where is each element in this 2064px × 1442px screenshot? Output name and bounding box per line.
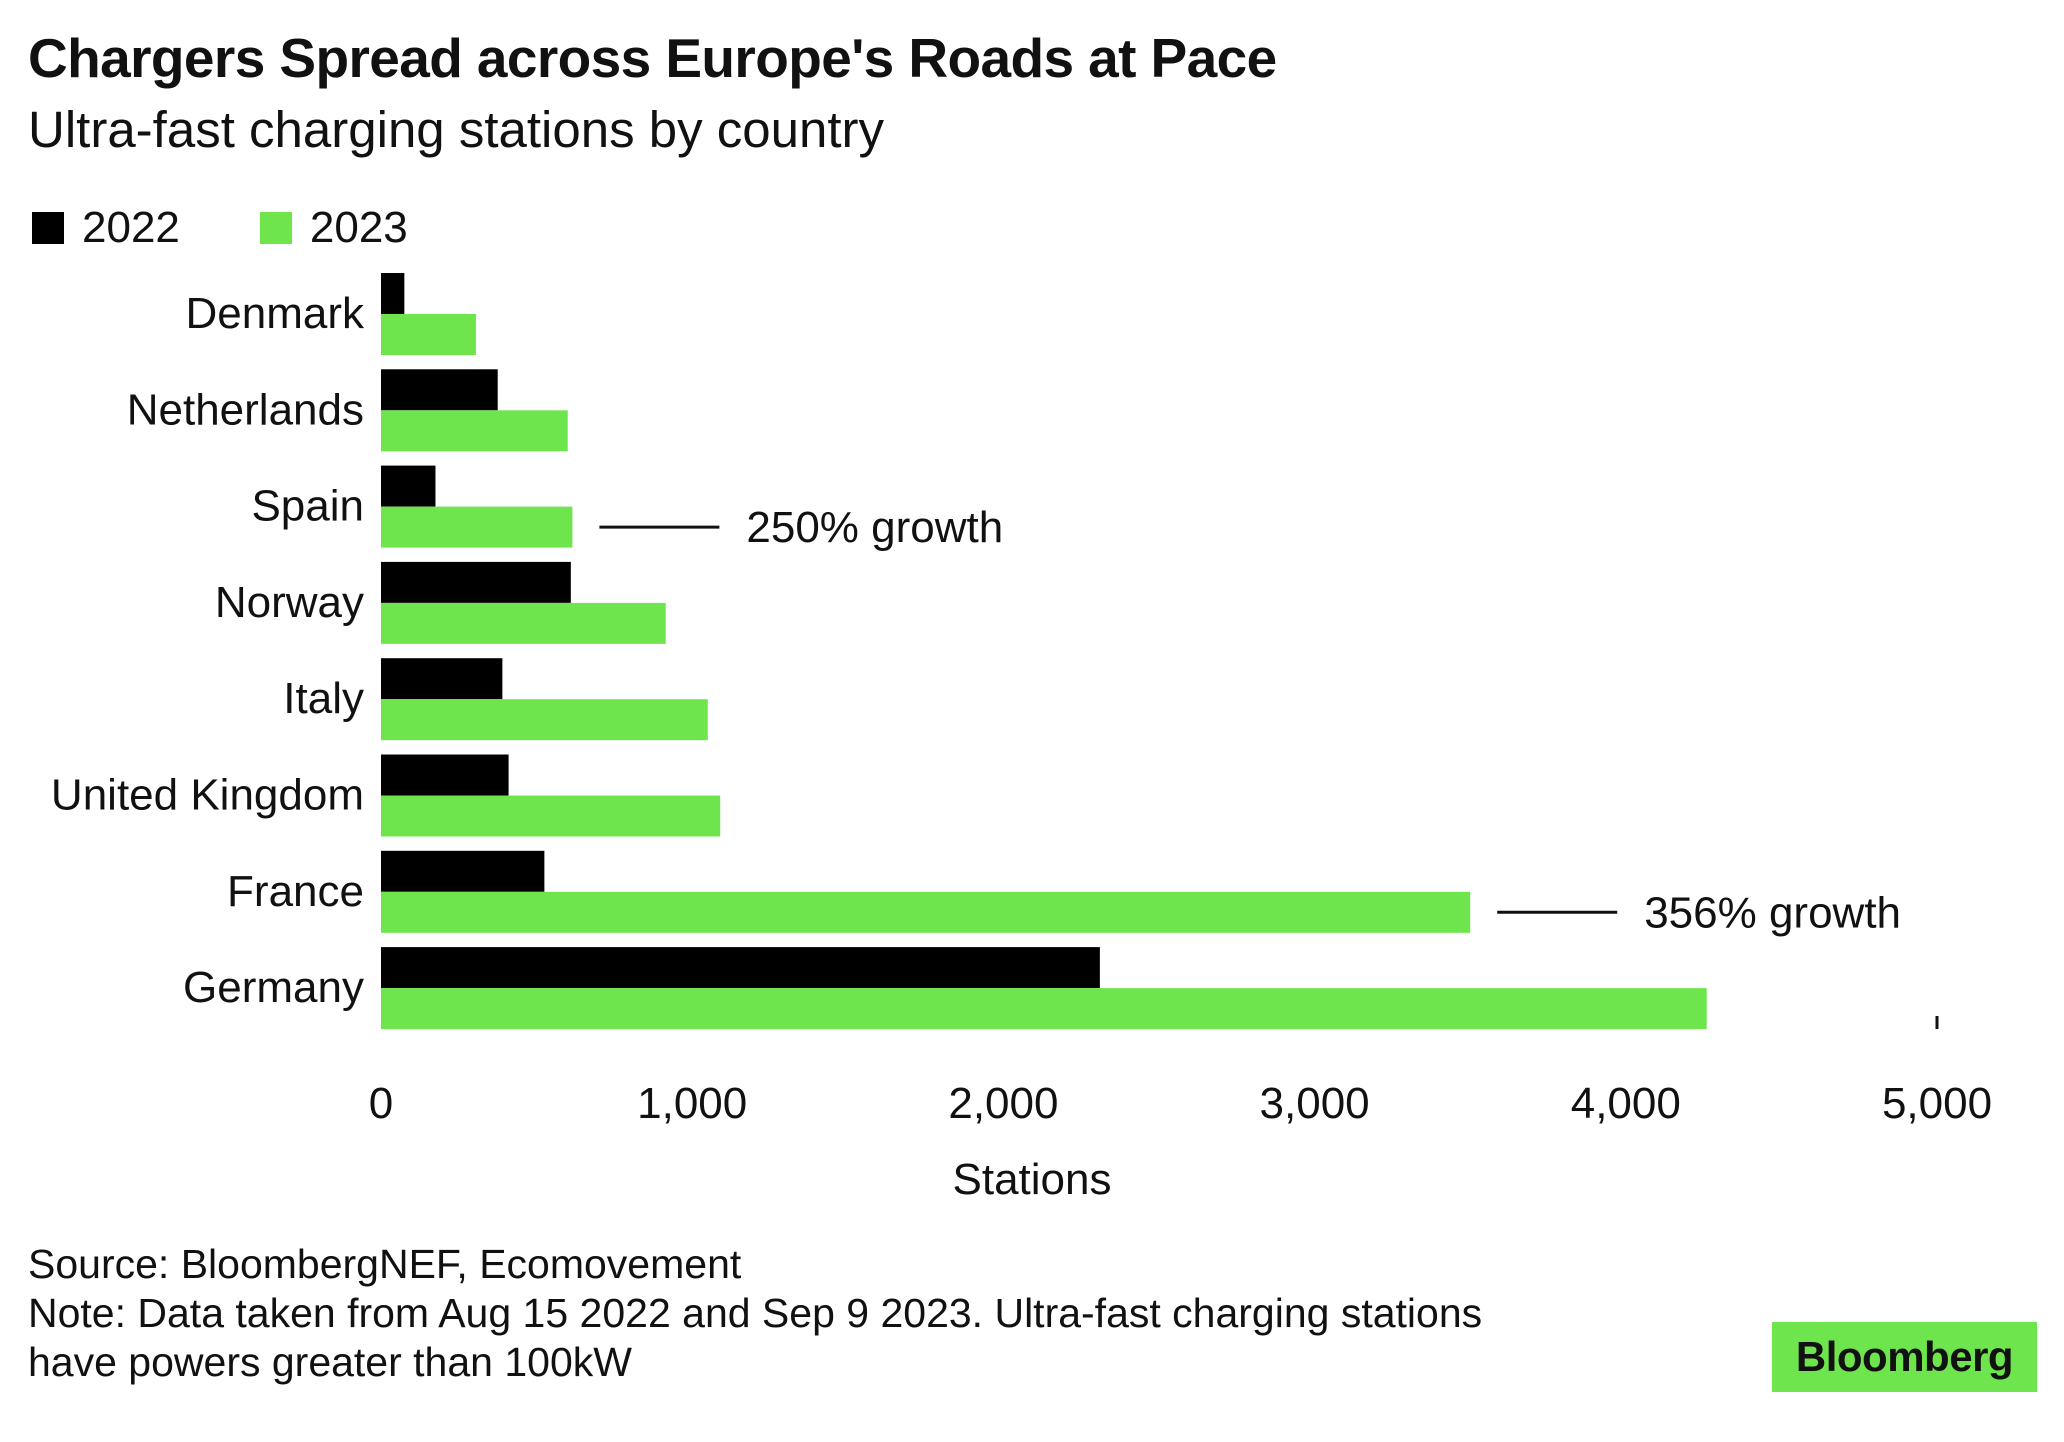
legend-item-2022: 2022 <box>32 203 180 253</box>
x-tick-label: 0 <box>369 1079 393 1128</box>
legend-label-2023: 2023 <box>309 203 408 252</box>
footer: Source: BloombergNEF, Ecomovement Note: … <box>28 1240 1482 1387</box>
bar-spain-2022 <box>381 465 436 507</box>
bar-united-kingdom-2022 <box>381 754 509 796</box>
bar-germany-2023 <box>381 988 1707 1030</box>
legend-swatch-2023 <box>259 212 292 244</box>
bloomberg-logo: Bloomberg <box>1772 1322 2037 1392</box>
note-line-2: have powers greater than 100kW <box>28 1339 632 1385</box>
category-label-denmark: Denmark <box>186 289 365 338</box>
bar-denmark-2022 <box>381 273 405 314</box>
bar-united-kingdom-2023 <box>381 795 721 837</box>
bar-netherlands-2023 <box>381 410 568 452</box>
legend: 2022 2023 <box>32 200 488 256</box>
annotation-text: 356% growth <box>1644 888 1901 937</box>
legend-item-2023: 2023 <box>259 203 408 253</box>
annotation-text: 250% growth <box>746 503 1003 552</box>
category-label-germany: Germany <box>183 963 364 1012</box>
bar-france-2022 <box>381 850 545 892</box>
note-line-1: Note: Data taken from Aug 15 2022 and Se… <box>28 1290 1483 1336</box>
bar-italy-2023 <box>381 699 708 741</box>
x-tick-label: 5,000 <box>1882 1079 1992 1128</box>
x-tick-label: 4,000 <box>1571 1079 1681 1128</box>
x-axis-title: Stations <box>953 1155 1112 1204</box>
x-tick-label: 2,000 <box>948 1079 1058 1128</box>
bar-italy-2022 <box>381 658 503 700</box>
bar-netherlands-2022 <box>381 369 498 411</box>
category-label-italy: Italy <box>283 674 364 723</box>
legend-label-2022: 2022 <box>82 203 180 252</box>
bar-norway-2022 <box>381 561 571 603</box>
bar-france-2023 <box>381 891 1471 933</box>
category-label-spain: Spain <box>251 482 364 531</box>
legend-swatch-2022 <box>32 212 64 244</box>
category-label-norway: Norway <box>215 578 364 627</box>
x-tick-label: 1,000 <box>637 1079 747 1128</box>
bar-norway-2023 <box>381 602 666 644</box>
chart-subtitle: Ultra-fast charging stations by country <box>28 101 885 158</box>
chart-title: Chargers Spread across Europe's Roads at… <box>28 27 1277 89</box>
category-label-netherlands: Netherlands <box>127 385 364 434</box>
bar-spain-2023 <box>381 506 573 548</box>
bar-germany-2022 <box>381 947 1100 989</box>
category-label-france: France <box>227 867 364 916</box>
category-label-united-kingdom: United Kingdom <box>51 771 364 820</box>
bar-denmark-2023 <box>381 314 476 355</box>
x-tick-label: 3,000 <box>1260 1079 1370 1128</box>
source-note: Source: BloombergNEF, Ecomovement <box>28 1241 742 1287</box>
